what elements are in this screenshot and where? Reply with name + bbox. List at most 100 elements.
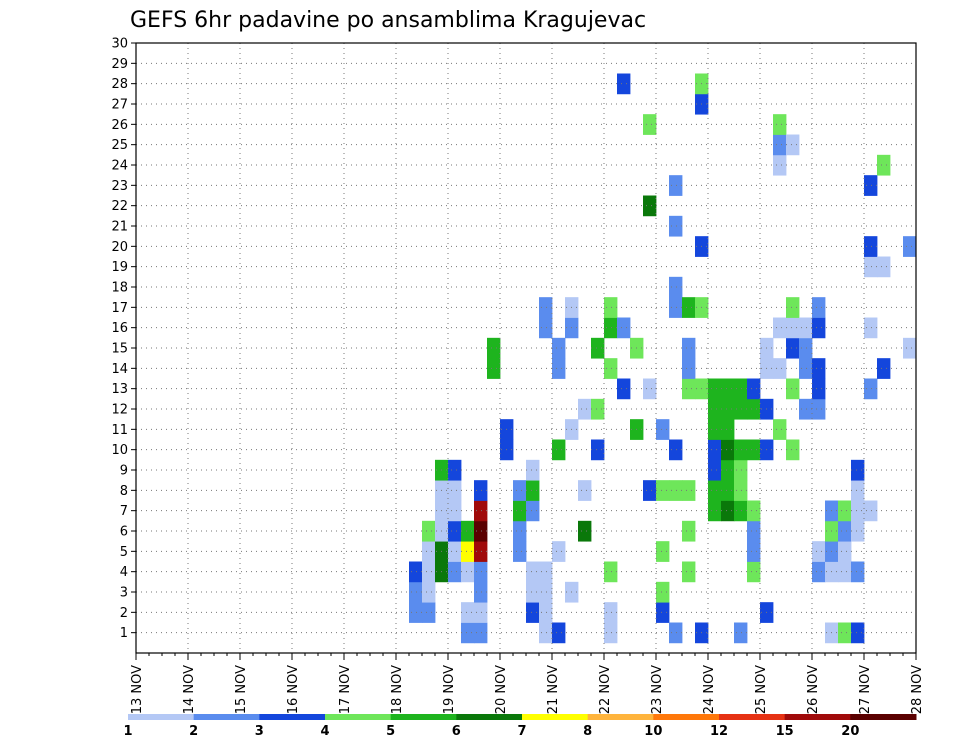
legend-swatch <box>850 714 917 720</box>
x-tick-label: 22 NOV <box>598 665 613 714</box>
heatmap-cell <box>591 337 605 359</box>
legend-swatch <box>522 714 589 720</box>
legend-label: 1 <box>123 724 132 739</box>
heatmap-cell <box>786 317 800 339</box>
y-tick-label: 22 <box>111 199 128 214</box>
x-tick-label: 28 NOV <box>910 665 925 714</box>
heatmap-cell <box>604 358 618 379</box>
heatmap-cell <box>838 561 852 583</box>
heatmap-cell <box>773 358 787 379</box>
heatmap-cell <box>682 480 696 501</box>
heatmap-cell <box>851 561 865 583</box>
heatmap-cell <box>448 561 462 583</box>
legend-swatch <box>456 714 523 720</box>
heatmap-cell <box>539 561 553 583</box>
heatmap-cell <box>721 378 735 400</box>
heatmap-cell <box>812 561 826 583</box>
heatmap-cell <box>643 114 657 135</box>
heatmap-cell <box>851 622 865 644</box>
heatmap-cell <box>513 500 527 522</box>
heatmap-cell <box>552 541 566 562</box>
y-tick-label: 27 <box>111 98 128 113</box>
heatmap-cell <box>786 297 800 318</box>
legend-label: 6 <box>452 724 461 739</box>
heatmap-cell <box>799 317 813 339</box>
y-tick-label: 5 <box>120 545 128 560</box>
heatmap-cell <box>604 297 618 318</box>
heatmap-cell <box>669 480 683 501</box>
heatmap-cell <box>773 317 787 339</box>
heatmap-cell <box>539 317 553 339</box>
heatmap-cell <box>461 541 475 562</box>
heatmap-cell <box>851 520 865 542</box>
heatmap-cell <box>539 622 553 644</box>
heatmap-cell <box>708 378 722 400</box>
heatmap-cell <box>773 154 787 176</box>
color-legend: 1 2 3 4 5 6 7 8 10 12 15 20 <box>123 714 917 739</box>
y-tick-label: 7 <box>120 504 128 519</box>
y-tick-label: 6 <box>120 525 128 540</box>
heatmap-cell <box>604 622 618 644</box>
heatmap-cell <box>409 581 423 603</box>
heatmap-cell <box>812 297 826 318</box>
legend-label: 4 <box>320 724 329 739</box>
heatmap-cell <box>487 337 501 359</box>
legend-label: 3 <box>255 724 264 739</box>
heatmap-cell <box>656 480 670 501</box>
heatmap-cell <box>578 480 592 501</box>
heatmap-cell <box>539 297 553 318</box>
y-tick-label: 8 <box>120 484 128 499</box>
heatmap-cell <box>409 602 423 623</box>
heatmap-cell <box>487 358 501 379</box>
heatmap-cell <box>786 439 800 461</box>
heatmap-cell <box>708 398 722 420</box>
heatmap-cell <box>643 378 657 400</box>
grid-lines <box>136 42 916 653</box>
y-tick-label: 26 <box>111 118 128 133</box>
y-tick-label: 18 <box>111 281 128 296</box>
x-tick-label: 14 NOV <box>182 665 197 714</box>
heatmap-cell <box>682 337 696 359</box>
chart-title: GEFS 6hr padavine po ansamblima Kragujev… <box>130 8 646 33</box>
heatmap-cell <box>864 236 878 257</box>
heatmap-cell <box>539 581 553 603</box>
legend-label: 7 <box>517 724 526 739</box>
heatmap-cell <box>877 154 891 176</box>
heatmap-cell <box>747 500 761 522</box>
heatmap-cell <box>669 439 683 461</box>
legend-swatch <box>128 714 195 720</box>
heatmap-cell <box>812 541 826 562</box>
heatmap-cell <box>513 520 527 542</box>
y-tick-label: 28 <box>111 77 128 92</box>
legend-swatch <box>719 714 786 720</box>
heatmap-cell <box>591 439 605 461</box>
heatmap-cell <box>604 561 618 583</box>
heatmap-cell <box>669 622 683 644</box>
heatmap-cell <box>669 276 683 298</box>
heatmap-cell <box>864 378 878 400</box>
heatmap-cell <box>877 358 891 379</box>
heatmap-cell <box>656 419 670 440</box>
legend-label: 5 <box>386 724 395 739</box>
heatmap-cell <box>786 337 800 359</box>
heatmap-cell <box>786 134 800 156</box>
y-tick-label: 16 <box>111 321 128 336</box>
heatmap-cell <box>526 459 540 481</box>
heatmap-cell <box>474 480 488 501</box>
x-tick-label: 16 NOV <box>286 665 301 714</box>
y-tick-label: 11 <box>111 423 128 438</box>
heatmap-cell <box>747 520 761 542</box>
heatmap-cell <box>838 541 852 562</box>
x-axis: 13 NOV 14 NOV 15 NOV 16 NOV 17 NOV 18 NOV 19 N… <box>130 653 925 714</box>
x-tick-label: 15 NOV <box>234 665 249 714</box>
x-tick-label: 17 NOV <box>338 665 353 714</box>
y-tick-label: 14 <box>111 362 128 377</box>
heatmap-cell <box>708 439 722 461</box>
y-tick-label: 4 <box>120 565 128 580</box>
x-tick-label: 27 NOV <box>858 665 873 714</box>
x-tick-label: 24 NOV <box>702 665 717 714</box>
heatmap-cell <box>526 581 540 603</box>
heatmap-cell <box>812 358 826 379</box>
y-tick-label: 15 <box>111 342 128 357</box>
